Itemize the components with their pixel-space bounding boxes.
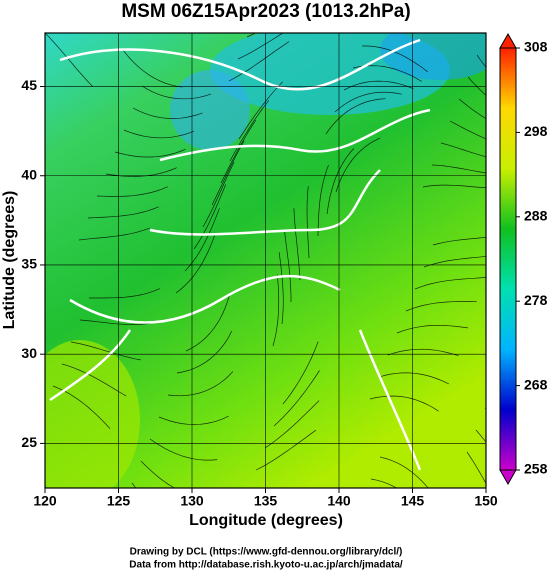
streamline [378,372,449,385]
streamline [449,120,486,140]
streamline [193,184,227,250]
x-axis-label: Longitude (degrees) [189,512,343,529]
streamline [282,341,319,405]
streamline [114,148,186,158]
streamline [132,107,203,119]
streamline [264,400,320,449]
streamline [467,76,486,96]
streamline [326,148,355,215]
streamline [335,137,381,193]
streamline [238,81,283,140]
streamline [317,165,329,237]
streamline [175,233,216,294]
streamline [272,274,280,347]
credit: Drawing by DCL (https://www.gfd-dennou.o… [130,547,403,558]
y-tick-label: 45 [21,77,37,93]
streamline [78,227,150,241]
colorbar-tick-label: 278 [524,292,548,308]
streamline [184,208,220,272]
field [45,33,486,488]
streamline [141,85,212,100]
colorbar-extend-top [499,32,517,49]
x-tick-label: 125 [107,493,131,509]
streamline [149,438,218,461]
streamline [325,98,386,135]
streamline [405,301,477,312]
streamline [167,371,234,397]
streamline [211,140,245,206]
streamline [89,288,160,299]
streamline [79,319,152,325]
y-tick-label: 25 [21,434,37,450]
streamline [220,119,257,184]
streamline [237,33,284,60]
colorbar-tick-label: 298 [524,123,548,139]
streamline [273,370,320,427]
colorbar-tick-label: 268 [524,376,548,392]
streamline [255,429,317,471]
streamline [202,161,235,228]
streamline [369,395,439,412]
streamline [343,80,414,91]
streamline [422,184,486,189]
credit: Data from http://database.rish.kyoto-u.a… [129,560,403,571]
streamline [476,54,486,68]
streamline [140,460,176,488]
streamline [396,324,468,334]
streamline [414,277,486,290]
x-tick-label: 120 [33,493,57,509]
y-tick-label: 40 [21,166,37,182]
streamline [158,415,229,425]
streamline [70,341,141,361]
streamline [475,429,486,443]
plot-frame [44,32,487,489]
chart-title: MSM 06Z15Apr2023 (1013.2hPa) [121,1,410,22]
streamline [334,91,402,113]
streamline [87,206,159,219]
colorbar-extend-bottom [499,469,517,486]
streamline [96,186,168,197]
streamline [387,348,459,357]
x-tick-label: 130 [180,493,204,509]
x-tick-label: 150 [474,493,498,509]
streamline [228,41,290,82]
colorbar-tick-label: 308 [524,39,548,55]
streamline [458,98,486,120]
streamline [306,186,310,259]
streamline [176,330,233,374]
streamline [293,208,301,281]
streamline [185,296,230,352]
x-tick-label: 135 [254,493,278,509]
streamline [123,129,195,139]
streamline [431,164,486,174]
streamline [131,482,137,488]
streamline [432,236,486,246]
y-tick-label: 35 [21,256,37,272]
streamline [284,230,292,302]
streamline [278,252,284,325]
streamline [45,33,94,87]
colorbar [499,47,517,471]
streamline [440,142,486,158]
y-axis-label: Latitude (degrees) [1,191,18,330]
streamline [370,478,398,488]
streamline [423,255,486,268]
colorbar-tick-label: 288 [524,208,548,224]
x-tick-label: 145 [401,493,425,509]
streamline [229,100,269,162]
colorbar-tick-label: 258 [524,461,548,477]
y-tick-label: 30 [21,345,37,361]
streamline [122,49,183,88]
streamline [362,45,428,73]
x-tick-label: 140 [327,493,351,509]
streamline [61,363,127,397]
